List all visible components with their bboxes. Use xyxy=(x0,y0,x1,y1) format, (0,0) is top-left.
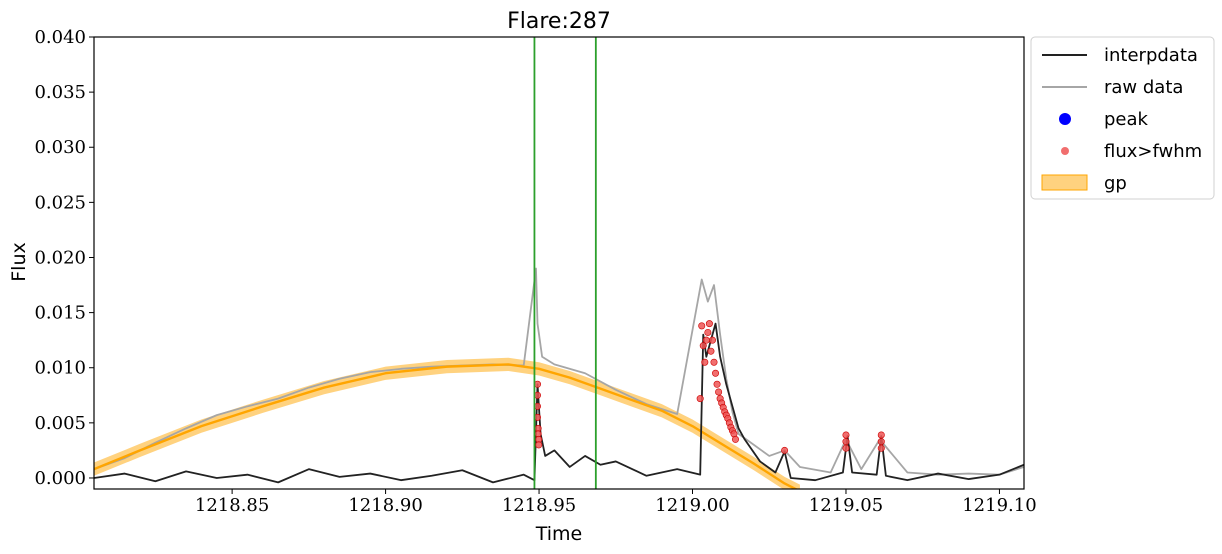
legend: interpdata raw data peak flux>fwhm gp xyxy=(1030,36,1215,200)
flux-fwhm-point xyxy=(712,369,720,377)
flux-fwhm-point xyxy=(702,336,710,344)
x-tick-label: 1219.05 xyxy=(809,495,883,516)
flux-fwhm-point xyxy=(708,336,716,344)
flux-fwhm-point xyxy=(731,435,739,443)
flux-fwhm-point xyxy=(701,358,709,366)
flux-fwhm-point xyxy=(713,380,721,388)
flux-fwhm-point xyxy=(715,388,723,396)
y-tick-label: 0.025 xyxy=(34,192,86,213)
x-tick-label: 1218.90 xyxy=(348,495,422,516)
y-tick-label: 0.015 xyxy=(34,303,86,324)
y-axis-label: Flux xyxy=(8,242,30,282)
plot-area xyxy=(94,37,1024,489)
flux-fwhm-point xyxy=(710,358,718,366)
x-tick-label: 1219.00 xyxy=(655,495,729,516)
flux-fwhm-point xyxy=(707,347,715,355)
gp-band xyxy=(94,357,800,489)
flux-fwhm-point xyxy=(842,438,850,446)
legend-label-gp: gp xyxy=(1104,173,1127,194)
y-tick-label: 0.010 xyxy=(34,358,86,379)
flux-fwhm-point xyxy=(842,444,850,452)
flux-fwhm-point xyxy=(535,441,543,449)
legend-label-flux_fwhm: flux>fwhm xyxy=(1104,141,1202,162)
x-axis-label: Time xyxy=(535,523,583,545)
flux-fwhm-point xyxy=(842,431,850,439)
plot-clip-group xyxy=(94,267,1024,489)
legend-swatch-peak xyxy=(1059,113,1071,125)
flux-fwhm-point xyxy=(704,328,712,336)
legend-label-peak: peak xyxy=(1104,109,1149,130)
axes-frame xyxy=(93,36,1025,490)
y-tick-label: 0.020 xyxy=(34,247,86,268)
y-tick-label: 0.000 xyxy=(34,468,86,489)
x-tick-label: 1219.10 xyxy=(962,495,1036,516)
y-tick-label: 0.030 xyxy=(34,137,86,158)
y-tick-label: 0.005 xyxy=(34,413,86,434)
flux-fwhm-point xyxy=(877,438,885,446)
series-gp-mean-line xyxy=(94,363,799,489)
legend-frame xyxy=(1030,36,1215,200)
flux-fwhm-point xyxy=(877,431,885,439)
x-tick-label: 1218.95 xyxy=(502,495,576,516)
flux-fwhm-point xyxy=(698,322,706,330)
y-tick-label: 0.035 xyxy=(34,82,86,103)
x-tick-label: 1218.85 xyxy=(195,495,269,516)
y-tick-label: 0.040 xyxy=(34,27,86,48)
flux-fwhm-point xyxy=(696,395,704,403)
series-interpdata-line xyxy=(94,322,1024,484)
legend-swatch-flux_fwhm xyxy=(1061,147,1069,155)
flux-fwhm-point xyxy=(877,444,885,452)
legend-label-interpdata: interpdata xyxy=(1104,45,1198,66)
chart-title: Flare:287 xyxy=(507,9,611,34)
legend-label-raw_data: raw data xyxy=(1104,77,1183,98)
flux-fwhm-point xyxy=(699,342,707,350)
axis-ticks: 1218.85 1218.90 1218.95 1219.00 1219.05 1219.… xyxy=(34,27,1036,516)
flux-fwhm-point xyxy=(781,446,789,454)
legend-swatch-gp xyxy=(1041,174,1088,191)
flux-fwhm-point xyxy=(705,320,713,328)
